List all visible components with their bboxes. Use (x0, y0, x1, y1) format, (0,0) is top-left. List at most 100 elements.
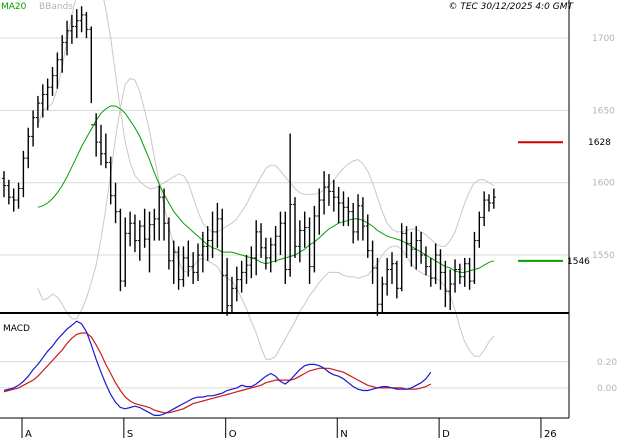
ohlc-bar (273, 226, 278, 263)
legend-ma20: MA20 (1, 2, 27, 12)
ohlc-bar (45, 78, 50, 111)
ohlc-bar (462, 257, 467, 287)
ohlc-bar (259, 223, 264, 258)
ohlc-bar (60, 35, 65, 73)
ohlc-bar (307, 217, 312, 284)
ohlc-bar (65, 20, 70, 56)
ohlc-bar (79, 6, 84, 33)
ohlc-bar (317, 188, 322, 235)
ohlc-bar (370, 240, 375, 284)
axis-labels: 1700 1650 1600 1550 0.20 0.00 A S O N D 26 (21, 34, 617, 440)
ohlc-bar (16, 182, 21, 209)
price-tick-label: 1650 (592, 106, 615, 116)
ohlc-bar (293, 197, 297, 258)
ohlc-bar (322, 171, 327, 215)
ohlc-bar (336, 187, 341, 224)
chart-frame (0, 0, 570, 419)
ohlc-bar (414, 226, 419, 270)
ohlc-bar (438, 249, 443, 290)
ohlc-bar (176, 246, 181, 290)
ohlc-bar (487, 194, 491, 212)
ohlc-bar (380, 276, 385, 313)
ohlc-bar (399, 223, 404, 292)
copyright-text: © TEC 30/12/2025 4:0 GMT (448, 2, 574, 12)
ohlc-bar (394, 260, 399, 299)
ma-last-label: 1546 (567, 257, 590, 267)
ohlc-bar (390, 252, 394, 284)
x-tick-label: A (25, 429, 32, 440)
ohlc-bar (166, 217, 171, 270)
bb-upper-line (37, 0, 495, 247)
ohlc-bar (6, 179, 11, 205)
ohlc-bar (239, 260, 244, 293)
ohlc-bar (69, 14, 74, 44)
ohlc-bar (40, 84, 45, 118)
x-tick-label: S (127, 429, 133, 440)
ohlc-bar (26, 127, 31, 169)
ohlc-bar (132, 214, 137, 253)
ohlc-bar (74, 9, 79, 39)
ohlc-bar (288, 133, 293, 277)
ohlc-bar (360, 197, 365, 241)
ohlc-bar (200, 231, 205, 273)
ohlc-bar (123, 217, 128, 287)
price-tick-label: 1550 (592, 251, 615, 261)
ohlc-bar (210, 211, 215, 258)
ohlc-bar (152, 208, 157, 241)
macd-tick-label: 0.20 (597, 358, 617, 368)
macd-lines (3, 320, 432, 416)
ohlc-bar (191, 252, 196, 284)
ohlc-bar (297, 220, 302, 263)
ohlc-bar (331, 179, 336, 212)
ohlc-bar (162, 188, 167, 241)
ohlc-bar (419, 231, 424, 264)
ohlc-bar (205, 226, 210, 261)
ohlc-bar (467, 257, 472, 290)
signal-line (3, 332, 432, 414)
ohlc-bar (50, 66, 55, 96)
ohlc-bar (220, 208, 225, 313)
ohlc-bar (94, 113, 99, 157)
ohlc-bar (108, 156, 113, 205)
ohlc-bar (234, 266, 239, 302)
ohlc-bar (147, 211, 152, 273)
macd-label: MACD (3, 324, 30, 334)
ohlc-bar (457, 263, 462, 284)
ohlc-bar (477, 211, 482, 248)
ohlc-bar (423, 246, 428, 276)
ohlc-bar (21, 150, 26, 198)
ohlc-bar (2, 171, 6, 198)
ohlc-bar (215, 202, 220, 248)
bb-lower-line (37, 77, 495, 360)
ohlc-bar (472, 231, 477, 284)
ohlc-bar (229, 276, 234, 313)
ohlc-bar (128, 211, 133, 247)
ohlc-bar (103, 133, 108, 169)
ohlc-bar (268, 237, 273, 273)
ohlc-bar (249, 246, 254, 279)
ohlc-bar (186, 240, 191, 277)
ohlc-bar (254, 220, 259, 276)
ohlc-bar (118, 208, 123, 292)
ohlc-bar (385, 257, 390, 296)
ohlc-bar (453, 259, 458, 293)
ohlc-bar (225, 257, 230, 316)
ohlc-bar (55, 52, 60, 89)
ohlc-bar (31, 110, 36, 147)
ohlc-bar (283, 211, 288, 284)
x-tick-label: N (340, 429, 347, 440)
ohlc-bar (341, 191, 346, 227)
grid-lines (0, 37, 569, 389)
ohlc-bar (302, 211, 307, 248)
ohlc-bar (326, 174, 331, 206)
ohlc-bar (428, 257, 433, 287)
ohlc-bar (171, 240, 176, 284)
price-markers: 1628 1546 (518, 138, 611, 267)
macd-line (3, 320, 432, 416)
ohlc-bar (356, 194, 361, 241)
ohlc-bar (181, 246, 186, 287)
ohlc-bar (433, 243, 438, 284)
ohlc-bar (409, 231, 414, 267)
